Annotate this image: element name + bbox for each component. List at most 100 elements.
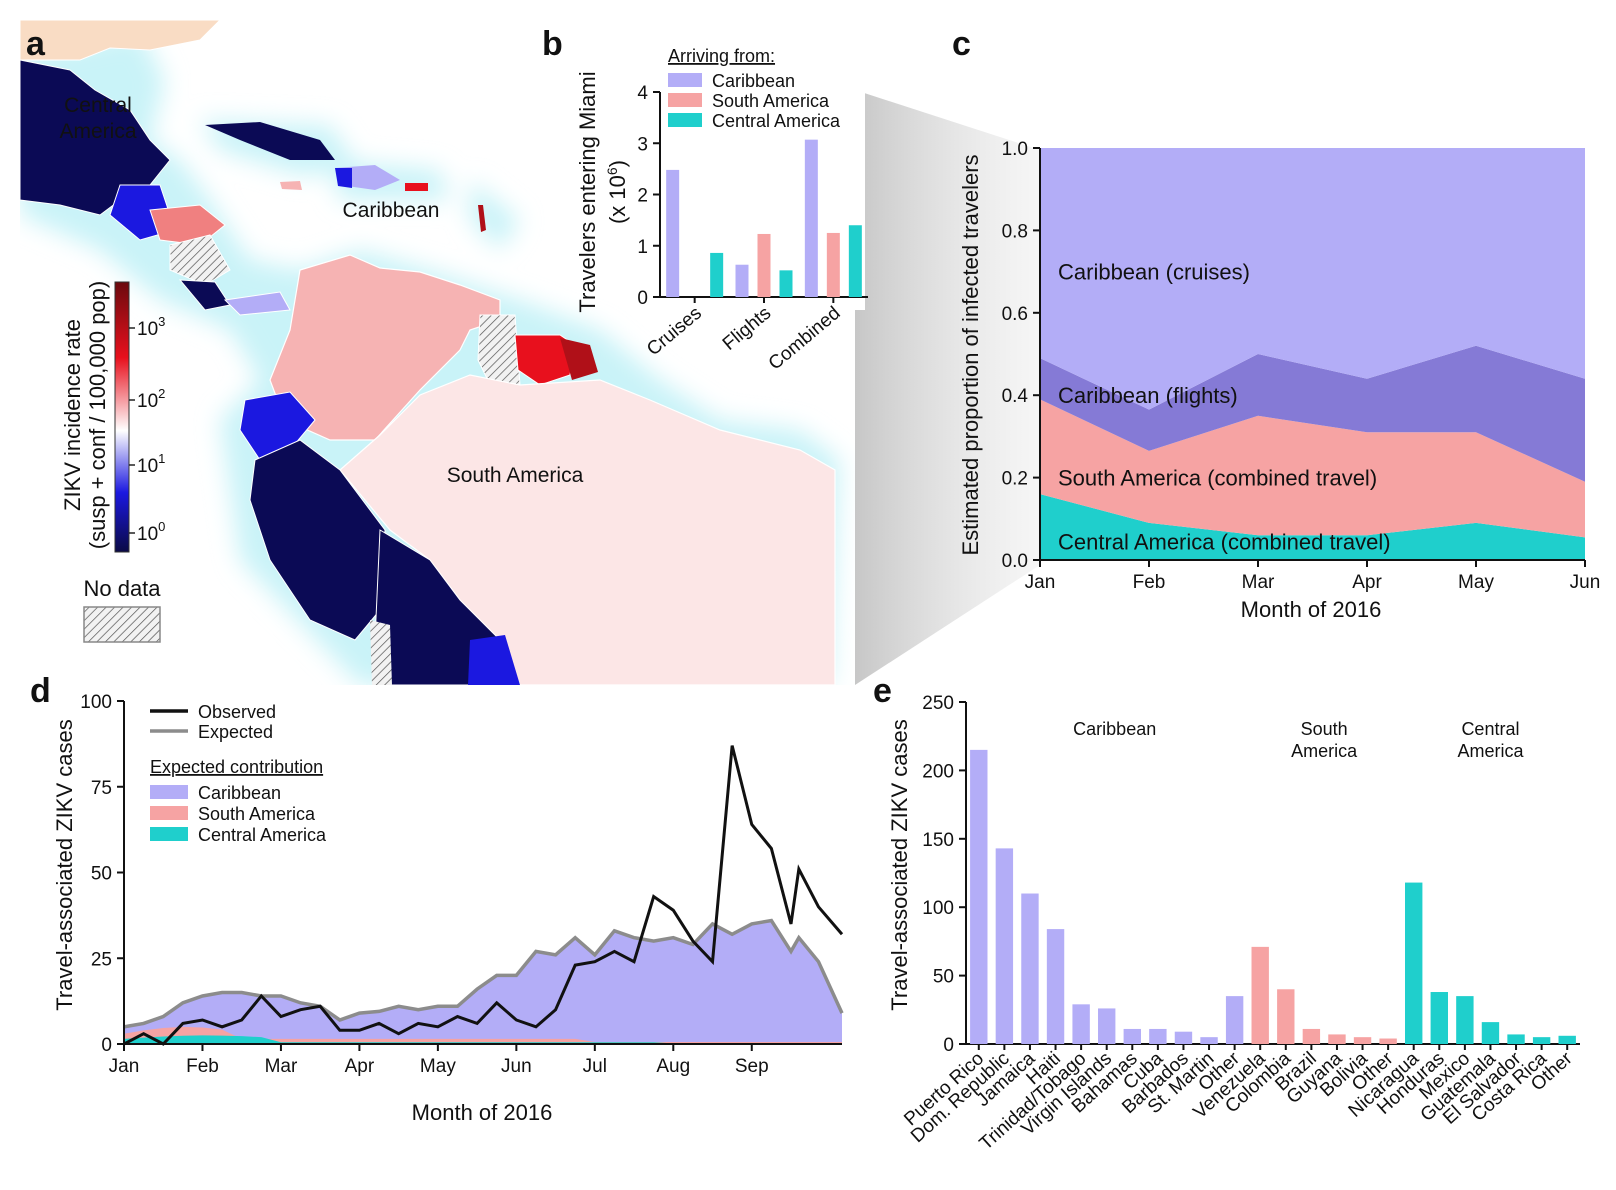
panel-d-legend-label-expected: Expected bbox=[198, 722, 273, 742]
panel-letter-c: c bbox=[952, 25, 971, 63]
panel-d-line-observed bbox=[123, 745, 844, 1046]
panel-e-bar-bolivia bbox=[1353, 1037, 1372, 1044]
panama-land bbox=[223, 291, 291, 316]
colorbar-tick-label: 101 bbox=[137, 451, 165, 477]
panel-e-bar-bahamas bbox=[1123, 1028, 1141, 1044]
panel-e-bar-jamaica bbox=[1021, 893, 1039, 1044]
panel-d-xlabel: Month of 2016 bbox=[412, 1100, 553, 1125]
panel-e-bar-colombia bbox=[1277, 989, 1295, 1044]
panel-c-xtick-label: Feb bbox=[1133, 572, 1166, 593]
panel-c-series-label-caribbean-flights: Caribbean (flights) bbox=[1058, 383, 1238, 408]
no-data-label: No data bbox=[83, 576, 161, 601]
panel-c-area-south-america-combined-travel bbox=[1040, 399, 1585, 538]
haiti-land bbox=[335, 168, 352, 188]
french-guiana-land bbox=[560, 338, 598, 380]
panel-letter-a: a bbox=[26, 25, 46, 63]
panel-b-ytick-label: 3 bbox=[637, 134, 648, 155]
paraguay-land bbox=[468, 635, 520, 685]
panel-d-legend-swatch bbox=[150, 806, 188, 820]
panel-e-bar-brazil bbox=[1302, 1028, 1321, 1044]
panel-e-bar-guyana bbox=[1328, 1034, 1346, 1044]
panel-d-ytick-label: 25 bbox=[91, 949, 112, 970]
panel-d-ytick-label: 100 bbox=[80, 692, 112, 713]
panel-d-legend-label: Central America bbox=[198, 825, 327, 845]
panel-letter-d: d bbox=[30, 672, 51, 710]
panel-e-bar-trinidad-tobago bbox=[1072, 1004, 1090, 1044]
panel-d-legend-label: South America bbox=[198, 804, 316, 824]
panel-e-ytick-label: 100 bbox=[922, 898, 954, 919]
panel-d-xtick-label: Feb bbox=[186, 1056, 219, 1077]
panel-b-legend-label: Central America bbox=[712, 111, 841, 131]
colorbar-tick-label: 103 bbox=[137, 314, 165, 340]
panel-e-ytick-label: 50 bbox=[933, 967, 954, 988]
honduras-land bbox=[149, 204, 226, 246]
panel-c-plot: Central America (combined travel) South A… bbox=[1002, 139, 1601, 593]
zoom-wedge bbox=[855, 90, 1040, 685]
panel-b-bar-south-america bbox=[826, 232, 840, 297]
nicaragua-nodata bbox=[169, 234, 231, 286]
panel-b-ylabel-2: (x 106) bbox=[604, 160, 630, 224]
panel-e-bar-virgin-islands bbox=[1098, 1008, 1116, 1044]
panel-e-ytick-label: 0 bbox=[943, 1035, 954, 1056]
panel-c-xtick-label: Mar bbox=[1242, 572, 1275, 593]
panel-b-bar-south-america bbox=[757, 233, 771, 297]
puerto-rico-land bbox=[405, 183, 428, 191]
mexico-land bbox=[20, 59, 171, 216]
suriname-land bbox=[514, 334, 576, 386]
panel-d-area-caribbean bbox=[124, 920, 842, 1044]
panel-e-bar-mexico bbox=[1456, 996, 1474, 1044]
no-data-swatch bbox=[83, 606, 161, 643]
brazil-land bbox=[339, 374, 836, 685]
panel-c-area-central-america-combined-travel bbox=[1040, 494, 1585, 560]
panel-b-ylabel-1: Travelers entering Miami bbox=[575, 71, 600, 312]
panel-d-xtick-label: Jan bbox=[109, 1056, 140, 1077]
panel-e-bar-puerto-rico bbox=[970, 749, 988, 1044]
peru-land bbox=[249, 439, 386, 641]
panel-b-legend-swatch bbox=[668, 113, 702, 127]
panel-d-ytick-label: 75 bbox=[91, 778, 112, 799]
panel-b-bar-caribbean bbox=[735, 264, 749, 297]
panel-d-xtick-label: Sep bbox=[735, 1056, 769, 1077]
panel-c-ytick-label: 0.2 bbox=[1002, 469, 1028, 490]
panel-e-bar-venezuela bbox=[1251, 946, 1269, 1044]
panel-e-bar-el-salvador bbox=[1507, 1034, 1525, 1044]
panel-b-bar-central-america bbox=[710, 252, 724, 297]
panel-e-bar-dom-republic bbox=[995, 848, 1014, 1044]
panel-c-ylabel: Estimated proportion of infected travele… bbox=[958, 154, 983, 555]
panel-c-ytick-label: 0.0 bbox=[1002, 551, 1028, 572]
panel-e-bar-cuba bbox=[1149, 1028, 1167, 1044]
map-label-central-america-2: America bbox=[59, 120, 136, 143]
panel-b-bar-caribbean bbox=[804, 139, 818, 297]
panel-c-series-label-central-america-combined-travel: Central America (combined travel) bbox=[1058, 529, 1391, 554]
panel-letter-e: e bbox=[873, 672, 892, 710]
colorbar-tick-label: 102 bbox=[137, 386, 165, 412]
colorbar: 103 102 101 100 ZIKV incidence rate (susp +… bbox=[60, 281, 165, 553]
panel-e-ylabel: Travel-associated ZIKV cases bbox=[887, 719, 912, 1010]
panel-e-bar-haiti bbox=[1046, 929, 1065, 1044]
colorbar-title-2: (susp + conf / 100,000 pop) bbox=[85, 281, 110, 549]
panel-d-xtick-label: Aug bbox=[656, 1056, 690, 1077]
panel-b-ytick-label: 4 bbox=[637, 83, 648, 104]
panel-c-xlabel: Month of 2016 bbox=[1241, 597, 1382, 622]
panel-d-xtick-label: Mar bbox=[265, 1056, 298, 1077]
panel-d-plot: 0 25 50 75 100 Jan Feb Mar Apr May Jun Jul Aug Sep bbox=[80, 692, 844, 1077]
panel-d-legend-swatch bbox=[150, 827, 188, 841]
panel-e-bar-st-martin bbox=[1200, 1037, 1218, 1044]
panel-c-ytick-label: 0.8 bbox=[1002, 221, 1028, 242]
panel-e-group-label-central-america: Central bbox=[1461, 719, 1519, 739]
panel-d-ytick-label: 50 bbox=[91, 864, 112, 885]
panel-c-xtick-label: Apr bbox=[1352, 572, 1382, 593]
panel-d-ylabel: Travel-associated ZIKV cases bbox=[52, 719, 77, 1010]
panel-c-xtick-label: Jan bbox=[1025, 572, 1056, 593]
panel-c-area-caribbean-cruises bbox=[1040, 148, 1585, 410]
panel-d-area-south-america bbox=[124, 1026, 842, 1044]
cuba-land bbox=[205, 122, 335, 160]
panel-c-ytick-label: 0.6 bbox=[1002, 304, 1028, 325]
panel-e-group-label-central-america: America bbox=[1457, 741, 1524, 761]
panel-d-line-expected bbox=[123, 918, 844, 1029]
